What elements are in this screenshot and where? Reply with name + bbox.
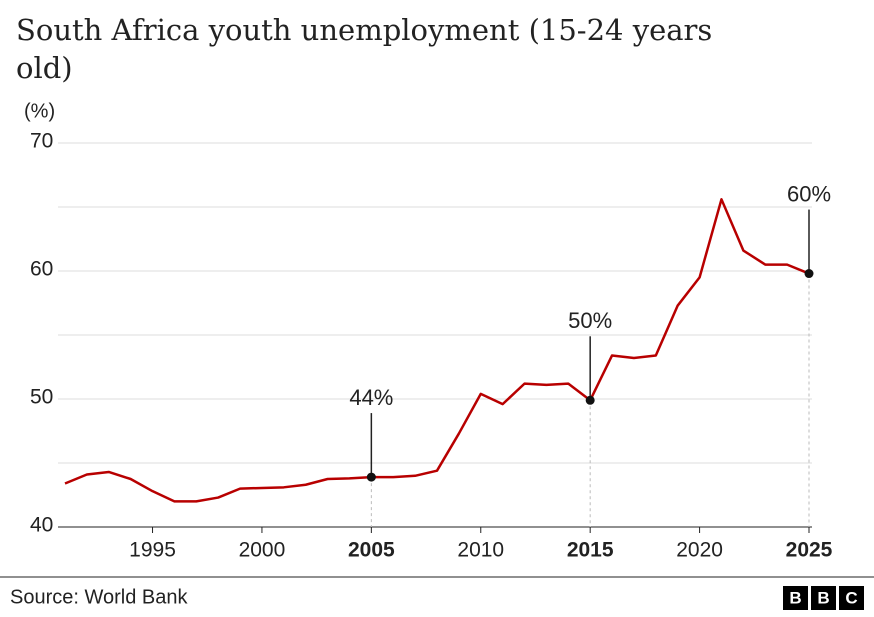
x-tick-label: 2005 (348, 539, 395, 562)
chart-title: South Africa youth unemployment (15-24 y… (16, 13, 712, 85)
y-tick-label: 40 (30, 514, 53, 537)
point (366, 472, 376, 482)
x-tick-label: 2000 (239, 539, 286, 562)
point (804, 269, 814, 279)
logo-box (783, 586, 808, 610)
x-tick-label: 2015 (567, 539, 614, 562)
point (585, 395, 595, 405)
x-tick-label: 2025 (786, 539, 833, 562)
value-label: 50% (568, 308, 612, 333)
value-label: 44% (349, 385, 393, 410)
logo-box (811, 586, 836, 610)
source: Source: World Bank (10, 586, 188, 608)
line (64, 198, 810, 503)
y-tick-label: 60 (30, 258, 53, 281)
x-tick-label: 2010 (457, 539, 504, 562)
logo-letter: B (789, 588, 801, 607)
x-tick-label: 2020 (676, 539, 723, 562)
y-axis-label: (%) (24, 100, 55, 122)
logo-box (839, 586, 864, 610)
y-tick-label: 70 (30, 130, 53, 153)
logo-letter: B (817, 588, 829, 607)
x-tick-label: 1995 (129, 539, 176, 562)
logo-letter: C (845, 588, 857, 607)
value-label: 60% (787, 181, 831, 206)
y-tick-label: 50 (30, 386, 53, 409)
